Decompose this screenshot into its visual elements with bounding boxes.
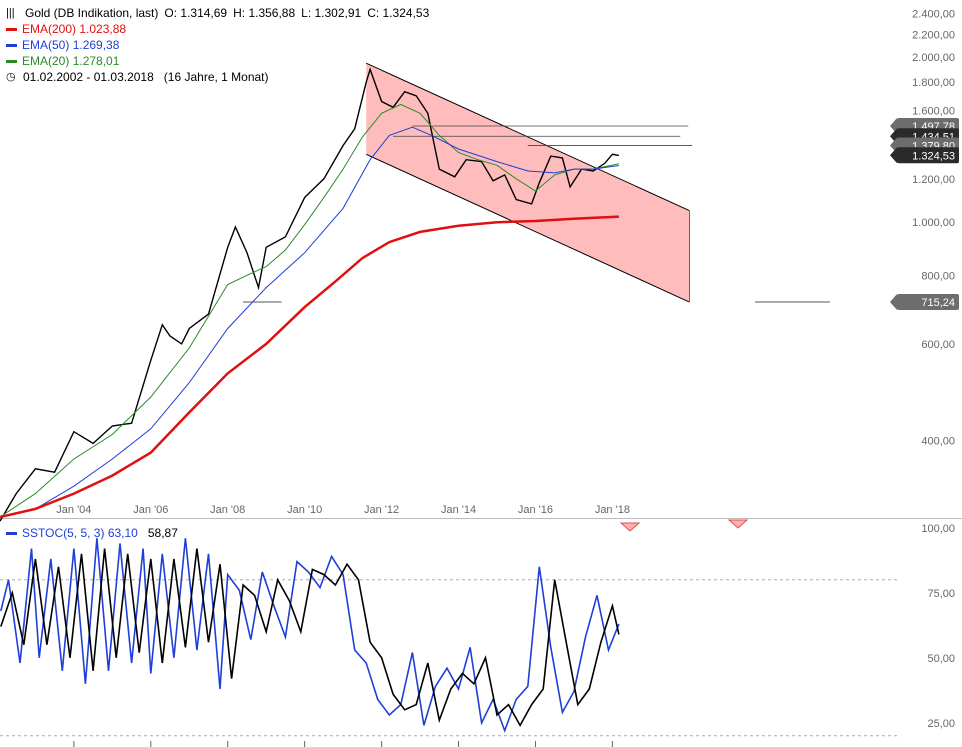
y-tick-label: 1.200,00 <box>912 174 955 186</box>
x-tick-label: Jan '06 <box>133 504 168 516</box>
ohlc-open: O: 1.314,69 <box>164 6 228 20</box>
y-tick-label: 400,00 <box>921 435 955 447</box>
x-tick-label: Jan '16 <box>518 504 553 516</box>
stoch-line-d <box>0 548 620 728</box>
y-tick-label: 2.400,00 <box>912 9 955 21</box>
stochastic-swatch <box>6 531 17 535</box>
stochastic-k-value: 63,10 <box>107 526 138 540</box>
y-tick-label: 2.200,00 <box>912 29 955 41</box>
channel-lower-line <box>365 153 690 303</box>
x-tick-label: Jan '18 <box>595 504 630 516</box>
stoch-y-tick-label: 50,00 <box>927 653 955 665</box>
stochastic-legend[interactable]: SSTOC(5, 5, 3) 63,10 58,87 <box>6 525 178 541</box>
y-tick-label: 800,00 <box>921 270 955 282</box>
series-line-ema-200- <box>0 215 619 519</box>
ema20-swatch <box>6 59 17 63</box>
legend-ema20[interactable]: EMA(20) 1.278,01 <box>6 53 435 69</box>
y-tick-label: 2.000,00 <box>912 52 955 64</box>
x-tick-label: Jan '10 <box>287 504 322 516</box>
period-span: (16 Jahre, 1 Monat) <box>163 70 269 84</box>
ema200-label: EMA(200) <box>22 22 77 36</box>
y-tick-label: 1.600,00 <box>912 105 955 117</box>
price-label-pointer <box>890 147 897 164</box>
ema50-label: EMA(50) <box>22 38 70 52</box>
stoch-y-tick-label: 75,00 <box>927 588 955 600</box>
y-tick-label: 600,00 <box>921 339 955 351</box>
ema200-value: 1.023,88 <box>79 22 127 36</box>
chart-legend: ||| Gold (DB Indikation, last) O: 1.314,… <box>6 5 435 85</box>
x-tick-label: Jan '04 <box>56 504 91 516</box>
price-label-pointer <box>890 118 897 135</box>
period-range: 01.02.2002 - 01.03.2018 <box>23 70 154 84</box>
stoch-y-tick-label: 100,00 <box>921 523 955 535</box>
candlestick-icon: ||| <box>6 7 15 19</box>
y-tick-label: 1.800,00 <box>912 77 955 89</box>
ohlc-close: C: 1.324,53 <box>367 6 430 20</box>
ohlc-high: H: 1.356,88 <box>233 6 296 20</box>
price-label: 1.324,53 <box>890 147 959 164</box>
x-tick-label: Jan '08 <box>210 504 245 516</box>
legend-period: ◷ 01.02.2002 - 01.03.2018 (16 Jahre, 1 M… <box>6 69 435 85</box>
sell-signal-arrow <box>619 522 641 532</box>
ema200-swatch <box>6 27 17 31</box>
stoch-y-tick-label: 25,00 <box>927 718 955 730</box>
trend-channel <box>366 63 690 303</box>
series-line-ema-20- <box>0 103 620 518</box>
legend-ema200[interactable]: EMA(200) 1.023,88 <box>6 21 435 37</box>
series-line-ema-50- <box>0 126 619 518</box>
channel-upper-line <box>365 62 690 212</box>
price-label-text: 715,24 <box>921 297 955 309</box>
stochastic-d-value: 58,87 <box>147 526 178 540</box>
sell-signal-arrow <box>727 519 749 529</box>
x-tick-label: Jan '12 <box>364 504 399 516</box>
ema20-label: EMA(20) <box>22 54 70 68</box>
price-label: 715,24 <box>890 294 959 311</box>
ema50-value: 1.269,38 <box>72 38 120 52</box>
instrument-name: Gold (DB Indikation, last) <box>25 6 159 20</box>
x-tick-label: Jan '14 <box>441 504 476 516</box>
stochastic-label: SSTOC(5, 5, 3) <box>22 526 105 540</box>
price-label-pointer <box>890 294 897 311</box>
stoch-line-k <box>0 538 620 733</box>
clock-icon: ◷ <box>6 71 16 83</box>
legend-header: ||| Gold (DB Indikation, last) O: 1.314,… <box>6 5 435 21</box>
price-label-box <box>897 147 959 164</box>
ema50-swatch <box>6 43 17 47</box>
y-tick-label: 1.000,00 <box>912 217 955 229</box>
ema20-value: 1.278,01 <box>72 54 120 68</box>
ohlc-low: L: 1.302,91 <box>301 6 362 20</box>
series-line-gold <box>0 67 620 522</box>
legend-ema50[interactable]: EMA(50) 1.269,38 <box>6 37 435 53</box>
price-label-box <box>897 294 959 311</box>
price-label-text: 1.324,53 <box>912 150 955 162</box>
